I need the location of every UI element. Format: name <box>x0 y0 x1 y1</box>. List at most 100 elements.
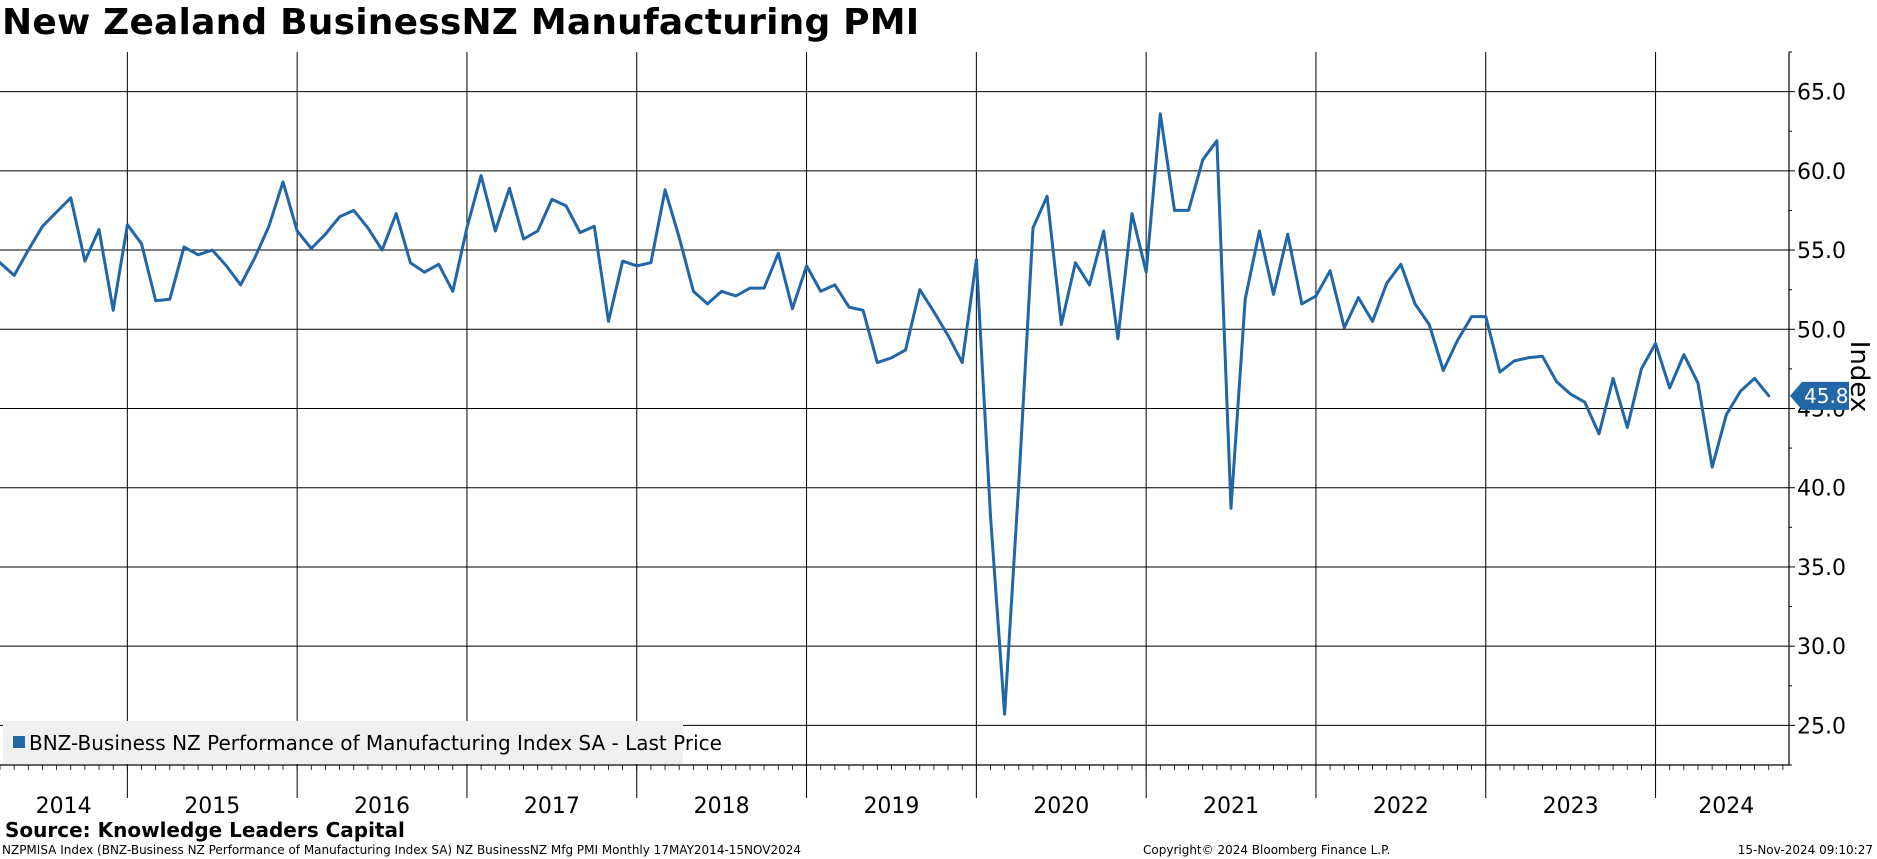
data-point <box>1145 271 1148 274</box>
data-point <box>748 287 751 290</box>
line-chart: 25.030.035.040.045.050.055.060.065.0 201… <box>0 51 1874 819</box>
data-point <box>833 283 836 286</box>
data-point <box>1102 230 1105 233</box>
data-point <box>1753 377 1756 380</box>
data-point <box>565 204 568 207</box>
data-point <box>69 196 72 199</box>
x-tick-label: 2015 <box>184 794 240 819</box>
x-axis-ticks: 2014 2015 2016 2017 2018 2019 2020 2021 2022 2023… <box>0 765 1784 819</box>
data-point <box>692 290 695 293</box>
x-tick-label: 2016 <box>354 794 410 819</box>
data-point <box>1583 401 1586 404</box>
footer-timestamp: 15-Nov-2024 09:10:27 <box>1737 843 1873 857</box>
series-points <box>0 112 1770 716</box>
data-point <box>1371 320 1374 323</box>
data-point <box>1725 413 1728 416</box>
data-point <box>947 334 950 337</box>
data-point <box>678 236 681 239</box>
data-point <box>848 306 851 309</box>
data-point <box>1060 323 1063 326</box>
vertical-gridlines <box>126 52 1657 798</box>
y-tick-label: 55.0 <box>1797 239 1846 264</box>
data-point <box>451 290 454 293</box>
data-point <box>1003 713 1006 716</box>
data-point <box>961 361 964 364</box>
data-point <box>1456 339 1459 342</box>
data-point <box>154 299 157 302</box>
data-point <box>1314 295 1317 298</box>
data-point <box>593 225 596 228</box>
data-point <box>437 263 440 266</box>
data-point <box>876 361 879 364</box>
data-point <box>83 260 86 263</box>
y-tick-label: 30.0 <box>1797 635 1846 660</box>
y-tick-label: 65.0 <box>1797 81 1846 106</box>
x-tick-label: 2020 <box>1033 794 1089 819</box>
y-tick-label: 50.0 <box>1797 318 1846 343</box>
data-point <box>706 302 709 305</box>
data-point <box>1569 393 1572 396</box>
data-point <box>126 223 129 226</box>
data-point <box>1442 369 1445 372</box>
data-point <box>296 230 299 233</box>
data-point <box>1640 367 1643 370</box>
data-point <box>1017 481 1020 484</box>
x-tick-label: 2024 <box>1698 794 1754 819</box>
data-point <box>1428 323 1431 326</box>
data-point <box>465 226 468 229</box>
data-point <box>932 310 935 313</box>
data-point <box>1244 298 1247 301</box>
data-point <box>635 264 638 267</box>
data-point <box>140 242 143 245</box>
horizontal-gridlines <box>0 91 1789 726</box>
data-point <box>1046 195 1049 198</box>
data-point <box>1612 377 1615 380</box>
data-point <box>1498 371 1501 374</box>
y-tick-label: 25.0 <box>1797 714 1846 739</box>
data-point <box>182 245 185 248</box>
data-point <box>225 264 228 267</box>
data-point <box>607 320 610 323</box>
data-point <box>1215 139 1218 142</box>
data-point <box>1654 342 1657 345</box>
data-point <box>975 258 978 261</box>
data-point <box>1131 212 1134 215</box>
data-point <box>579 231 582 234</box>
data-point <box>168 298 171 301</box>
data-point <box>197 253 200 256</box>
data-point <box>1258 230 1261 233</box>
legend-swatch <box>13 736 25 748</box>
data-point <box>1300 302 1303 305</box>
data-point <box>409 261 412 264</box>
series-line-pmi <box>0 112 1771 716</box>
data-point <box>1399 263 1402 266</box>
data-point <box>904 348 907 351</box>
data-point <box>310 247 313 250</box>
last-value-label: 45.8 <box>1804 384 1849 408</box>
data-point <box>1739 390 1742 393</box>
data-point <box>918 288 921 291</box>
data-point <box>1329 269 1332 272</box>
data-point <box>1230 507 1233 510</box>
data-point <box>1555 380 1558 383</box>
data-point <box>41 225 44 228</box>
data-point <box>1682 353 1685 356</box>
data-point <box>805 264 808 267</box>
last-value-marker <box>1790 381 1849 410</box>
data-point <box>253 256 256 259</box>
x-tick-label: 2023 <box>1543 794 1599 819</box>
data-point <box>1626 426 1629 429</box>
x-tick-label: 2021 <box>1203 794 1259 819</box>
legend-background <box>3 721 683 764</box>
data-point <box>112 309 115 312</box>
data-point <box>13 274 16 277</box>
data-point <box>1597 432 1600 435</box>
data-point <box>1357 296 1360 299</box>
data-point <box>1470 315 1473 318</box>
data-point <box>1173 209 1176 212</box>
data-point <box>494 230 497 233</box>
data-point <box>791 307 794 310</box>
data-point <box>1343 326 1346 329</box>
data-point <box>239 283 242 286</box>
data-point <box>395 212 398 215</box>
